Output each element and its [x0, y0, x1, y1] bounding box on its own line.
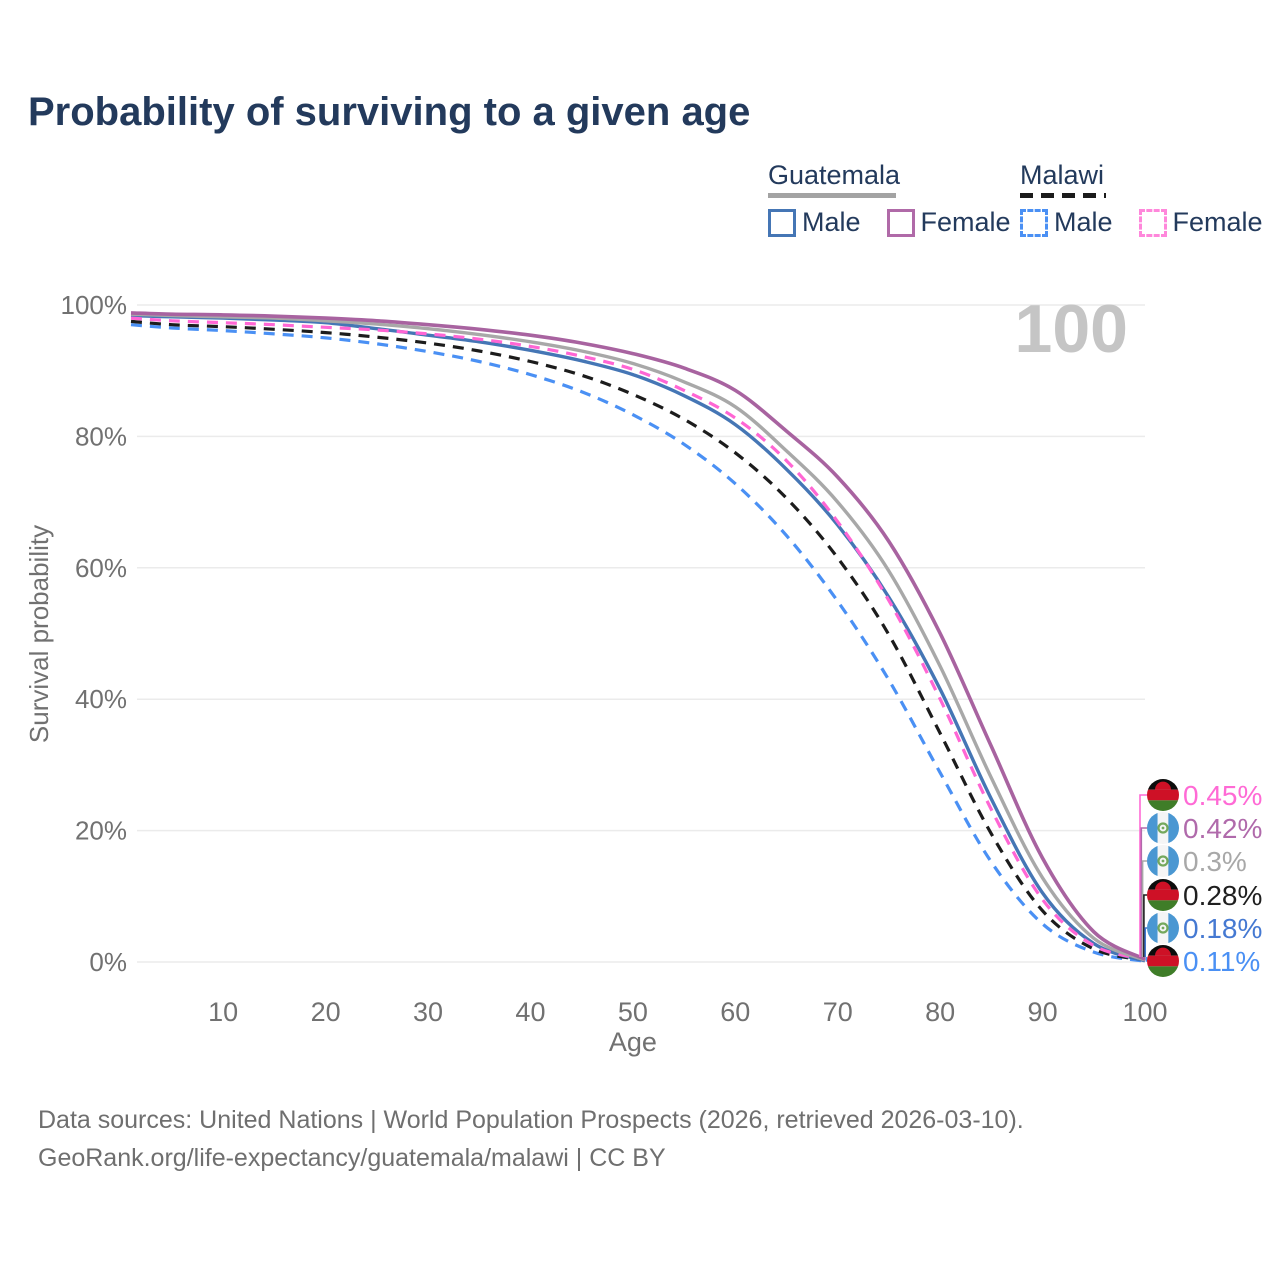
x-tick-label-100: 100 [1122, 997, 1167, 1027]
x-tick-label-80: 80 [925, 997, 955, 1027]
footer-data-sources: Data sources: United Nations | World Pop… [38, 1106, 1024, 1134]
x-tick-label-20: 20 [311, 997, 341, 1027]
x-tick-label-40: 40 [515, 997, 545, 1027]
x-tick-label-60: 60 [720, 997, 750, 1027]
flag-icon-guatemala [1147, 912, 1179, 944]
end-label-value-guatemala_male: 0.18% [1183, 913, 1262, 944]
legend-malawi-title[interactable]: Malawi [1020, 160, 1105, 190]
x-tick-label-10: 10 [208, 997, 238, 1027]
y-tick-label-0: 0% [89, 947, 127, 977]
end-label-value-malawi_male: 0.11% [1183, 946, 1260, 977]
legend-group-malawi: Malawi Male Female [1020, 160, 1263, 238]
flag-icon-malawi [1147, 879, 1179, 911]
y-tick-label-100: 100% [61, 290, 128, 320]
legend-label-malawi-male: Male [1054, 207, 1113, 237]
end-label-leader-malawi_all [1143, 894, 1147, 957]
end-label-leader-guatemala_all [1141, 860, 1147, 957]
x-tick-label-30: 30 [413, 997, 443, 1027]
page-title: Probability of surviving to a given age [28, 90, 751, 134]
series-path-guatemala_male[interactable] [130, 313, 1146, 963]
y-axis-title: Survival probability [24, 525, 54, 743]
guatemala-male-checkbox[interactable] [768, 208, 796, 237]
legend-label-guatemala-male: Male [802, 207, 861, 237]
end-label-value-guatemala_female: 0.42% [1183, 813, 1262, 844]
malawi-female-checkbox[interactable] [1138, 208, 1167, 237]
flag-icon-guatemala [1147, 812, 1179, 844]
x-tick-label-70: 70 [823, 997, 853, 1027]
series-path-malawi_female[interactable] [130, 316, 1146, 961]
age-watermark: 100 [1015, 291, 1128, 367]
y-tick-label-80: 80% [75, 421, 127, 451]
guatemala-female-checkbox[interactable] [886, 208, 915, 237]
legend-item-malawi-male[interactable]: Male [1020, 207, 1113, 238]
flag-icon-malawi [1147, 779, 1179, 811]
flag-icon-guatemala [1147, 845, 1179, 877]
malawi-all-line-swatch [1020, 193, 1106, 198]
end-label-leader-guatemala_male [1144, 927, 1147, 957]
footer-attribution[interactable]: GeoRank.org/life-expectancy/guatemala/ma… [38, 1144, 666, 1172]
y-tick-label-60: 60% [75, 553, 127, 583]
legend-group-guatemala: Guatemala Male Female [768, 160, 1011, 238]
series-path-guatemala_all[interactable] [130, 312, 1146, 962]
x-tick-label-90: 90 [1028, 997, 1058, 1027]
legend-item-malawi-female[interactable]: Female [1138, 207, 1263, 238]
end-label-value-guatemala_all: 0.3% [1183, 846, 1247, 877]
malawi-male-checkbox[interactable] [1020, 208, 1048, 237]
series-path-malawi_all[interactable] [130, 319, 1146, 962]
y-tick-label-20: 20% [75, 816, 127, 846]
legend-item-guatemala-male[interactable]: Male [768, 207, 861, 238]
end-label-value-malawi_female: 0.45% [1183, 780, 1262, 811]
end-label-value-malawi_all: 0.28% [1183, 880, 1262, 911]
series-path-guatemala_female[interactable] [130, 311, 1146, 961]
end-label-leader-guatemala_female [1140, 827, 1147, 957]
legend-item-guatemala-female[interactable]: Female [886, 207, 1011, 238]
end-label-leader-malawi_female [1139, 794, 1147, 957]
legend-guatemala-title[interactable]: Guatemala [768, 160, 901, 190]
y-tick-label-40: 40% [75, 684, 127, 714]
x-axis-title: Age [609, 1027, 657, 1057]
guatemala-all-line-swatch [768, 193, 896, 198]
end-label-leader-malawi_male [1145, 957, 1148, 962]
legend-label-malawi-female: Female [1172, 207, 1263, 237]
legend-label-guatemala-female: Female [920, 207, 1011, 237]
x-tick-label-50: 50 [618, 997, 648, 1027]
series-path-malawi_male[interactable] [130, 323, 1146, 963]
flag-icon-malawi [1147, 945, 1179, 977]
